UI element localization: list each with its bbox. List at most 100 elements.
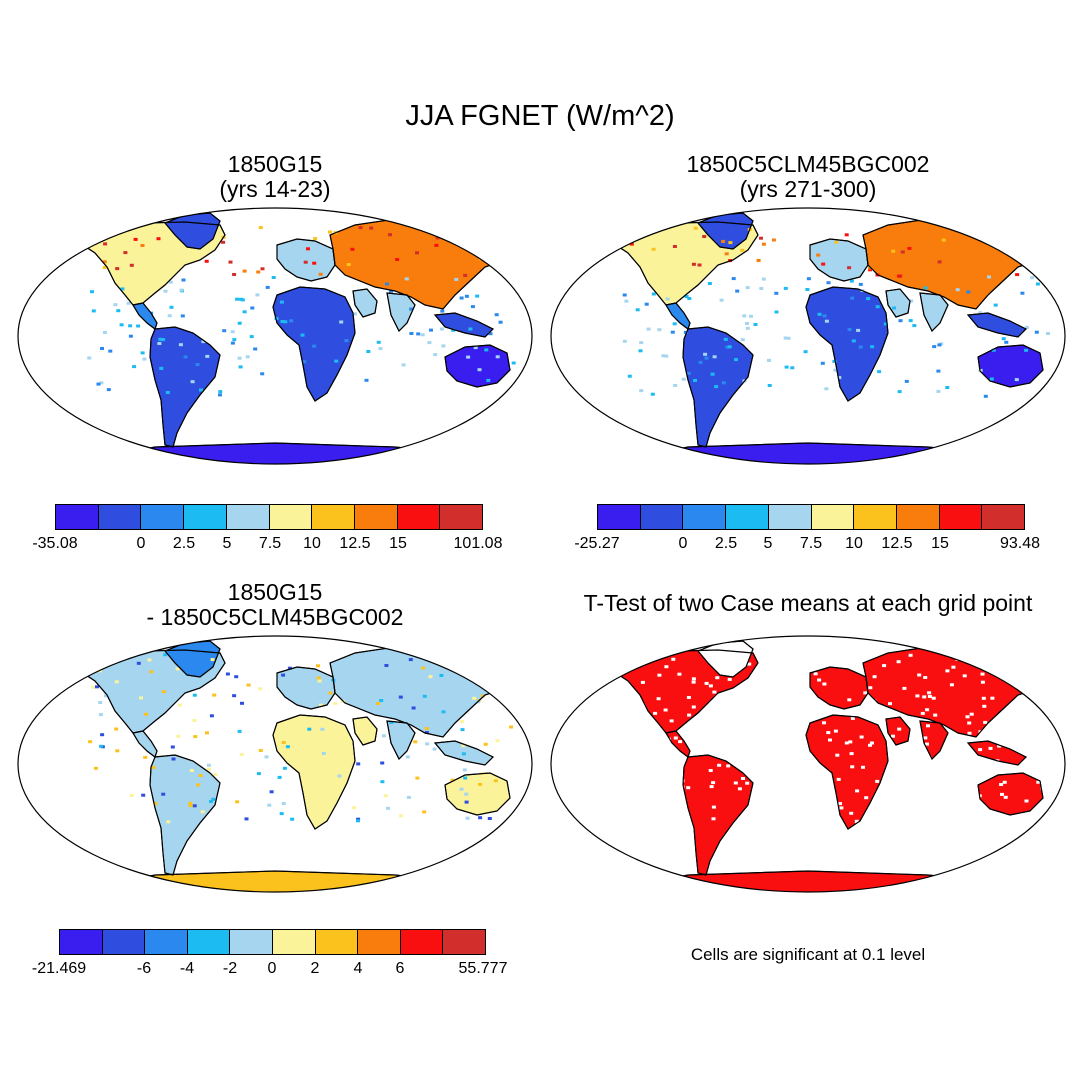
grid-cell bbox=[976, 820, 981, 824]
grid-cell bbox=[803, 350, 808, 354]
grid-cell bbox=[487, 817, 492, 820]
grid-cell bbox=[245, 355, 250, 359]
grid-cell bbox=[129, 794, 134, 797]
grid-cell bbox=[1043, 776, 1048, 780]
grid-cell bbox=[126, 301, 131, 305]
grid-cell bbox=[625, 682, 630, 686]
coastline-samerica bbox=[149, 326, 221, 448]
grid-cell bbox=[947, 752, 952, 756]
grid-cell bbox=[900, 714, 905, 717]
grid-cell bbox=[1038, 678, 1043, 682]
grid-cell bbox=[511, 241, 516, 245]
colorbar-1-swatch-1 bbox=[98, 505, 142, 529]
grid-cell bbox=[949, 683, 954, 687]
grid-cell bbox=[495, 739, 500, 743]
grid-cell bbox=[891, 249, 896, 253]
grid-cell bbox=[646, 327, 651, 331]
grid-cell bbox=[388, 708, 393, 712]
grid-cell bbox=[855, 789, 860, 793]
grid-cell bbox=[320, 727, 325, 731]
colorbar-3-label-5: 2 bbox=[310, 960, 320, 977]
grid-cell bbox=[411, 706, 416, 710]
grid-cell bbox=[709, 785, 714, 789]
grid-cell bbox=[792, 680, 797, 684]
grid-cell bbox=[784, 365, 789, 369]
grid-cell bbox=[686, 371, 691, 375]
grid-cell bbox=[937, 260, 942, 264]
grid-cell bbox=[631, 799, 636, 803]
coastline-india bbox=[386, 292, 416, 333]
grid-cell bbox=[808, 789, 813, 793]
grid-cell bbox=[723, 337, 728, 341]
grid-cell bbox=[794, 729, 798, 733]
colorbar-3-swatch-1 bbox=[102, 930, 146, 954]
grid-cell bbox=[707, 282, 712, 285]
grid-cell bbox=[424, 731, 429, 734]
coastline-camerica bbox=[132, 730, 158, 758]
colorbar-1-swatch-0 bbox=[56, 505, 99, 529]
grid-cell bbox=[754, 821, 759, 825]
colorbar-1-label-8: 101.08 bbox=[453, 535, 503, 552]
grid-cell bbox=[425, 742, 430, 746]
grid-cell bbox=[238, 365, 243, 369]
grid-cell bbox=[870, 345, 875, 349]
grid-cell bbox=[464, 294, 469, 298]
grid-cell bbox=[858, 345, 863, 349]
grid-cell bbox=[712, 355, 717, 359]
grid-cell bbox=[210, 658, 215, 662]
grid-cell bbox=[868, 743, 872, 747]
coastline-seasia bbox=[433, 740, 495, 766]
colorbar-3-label-7: 6 bbox=[395, 960, 405, 977]
grid-cell bbox=[687, 297, 692, 300]
grid-cell bbox=[389, 289, 393, 293]
grid-cell bbox=[415, 776, 420, 780]
grid-cell bbox=[907, 246, 912, 250]
grid-cell bbox=[192, 804, 197, 808]
grid-cell bbox=[962, 674, 967, 678]
grid-cell bbox=[163, 289, 168, 293]
grid-cell bbox=[258, 749, 263, 752]
grid-cell bbox=[650, 392, 655, 396]
grid-cell bbox=[1041, 722, 1046, 726]
map-panel-1850c5clm45bgc002 bbox=[550, 207, 1066, 465]
grid-cell bbox=[344, 339, 349, 343]
grid-cell bbox=[853, 654, 858, 658]
grid-cell bbox=[1015, 273, 1020, 277]
colorbar-3-swatch-8 bbox=[400, 930, 444, 954]
grid-cell bbox=[745, 326, 750, 330]
grid-cell bbox=[237, 729, 242, 733]
grid-cell bbox=[806, 277, 811, 281]
grid-cell bbox=[863, 691, 868, 695]
grid-cell bbox=[1002, 780, 1007, 784]
grid-cell bbox=[753, 323, 758, 326]
grid-cell bbox=[914, 750, 919, 754]
land-arabia bbox=[885, 288, 911, 318]
grid-cell bbox=[356, 762, 361, 766]
grid-cell bbox=[897, 390, 902, 394]
grid-cell bbox=[891, 734, 895, 738]
panel-4-title: T-Test of two Case means at each grid po… bbox=[583, 590, 1033, 616]
grid-cell bbox=[767, 384, 772, 387]
grid-cell bbox=[129, 263, 134, 267]
grid-cell bbox=[281, 802, 286, 805]
grid-cell bbox=[192, 693, 197, 697]
grid-cell bbox=[799, 816, 804, 820]
grid-cell bbox=[133, 237, 138, 241]
grid-cell bbox=[629, 242, 634, 246]
grid-cell bbox=[663, 708, 668, 712]
grid-cell bbox=[925, 708, 930, 712]
panel-2-subtitle: (yrs 271-300) bbox=[739, 176, 877, 202]
grid-cell bbox=[709, 743, 714, 747]
grid-cell bbox=[460, 728, 465, 732]
grid-cell bbox=[931, 696, 936, 700]
grid-cell bbox=[211, 797, 216, 801]
coastline-africa bbox=[805, 714, 889, 830]
grid-cell bbox=[897, 727, 902, 731]
grid-cell bbox=[898, 784, 903, 788]
grid-cell bbox=[269, 790, 274, 794]
grid-cell bbox=[802, 724, 807, 728]
grid-cell bbox=[494, 313, 499, 317]
colorbar-2-label-3: 5 bbox=[763, 535, 773, 552]
grid-cell bbox=[623, 687, 628, 691]
grid-cell bbox=[691, 262, 696, 266]
